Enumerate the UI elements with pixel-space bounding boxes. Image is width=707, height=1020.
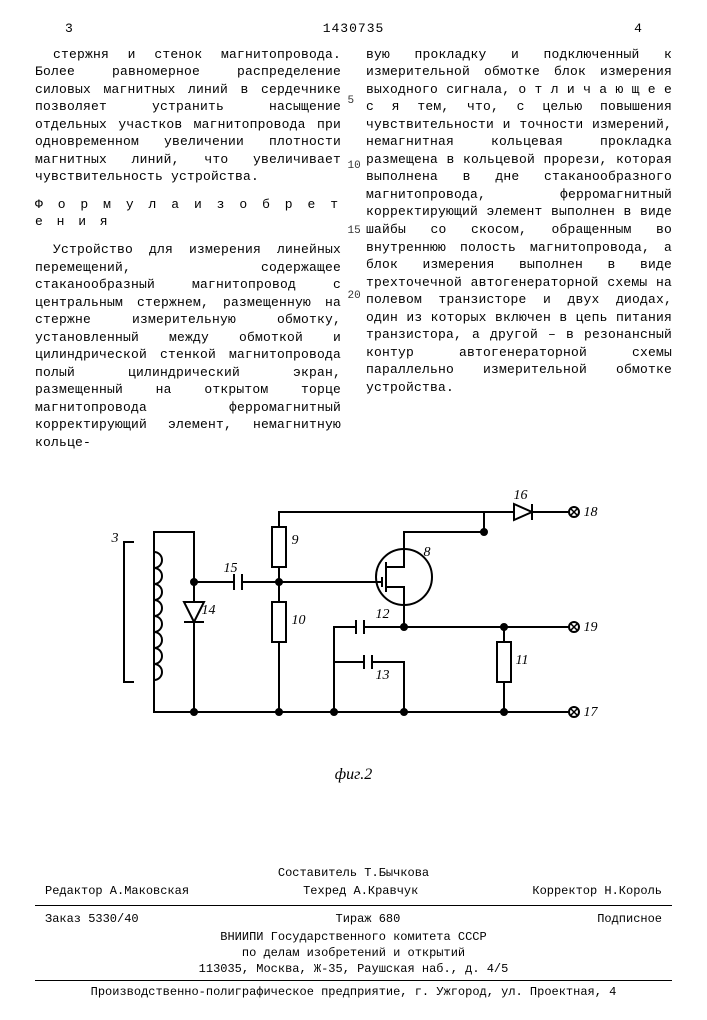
page-num-right: 4: [634, 20, 642, 38]
line-marker: 10: [348, 159, 361, 174]
text-columns: 5 10 15 20 стержня и стенок магнитопрово…: [35, 46, 672, 452]
header-numbers: 3 1430735 4: [35, 20, 672, 38]
credits-row: Редактор А.Маковская Техред А.Кравчук Ко…: [35, 881, 672, 901]
page-num-left: 3: [65, 20, 73, 38]
patent-page: 3 1430735 4 5 10 15 20 стержня и стенок …: [0, 0, 707, 1020]
printer-line: Производственно-полиграфическое предприя…: [35, 984, 672, 1000]
footer-block: Составитель Т.Бычкова Редактор А.Маковск…: [35, 865, 672, 1000]
component-label: 12: [376, 606, 390, 625]
circuit-diagram: 3 14 15 9 10 8 12 13 11 16 18 19 17: [104, 482, 604, 772]
tech-credit: Техред А.Кравчук: [303, 883, 418, 899]
component-label: 3: [112, 530, 119, 549]
org-line-1: ВНИИПИ Государственного комитета СССР: [35, 929, 672, 945]
terminal-label: 17: [584, 704, 598, 723]
divider: [35, 980, 672, 981]
line-marker: 15: [348, 224, 361, 239]
line-marker: 20: [348, 289, 361, 304]
component-label: 16: [514, 487, 528, 506]
tirazh: Тираж 680: [336, 911, 401, 927]
subscription: Подписное: [597, 911, 662, 927]
terminal-label: 19: [584, 619, 598, 638]
paragraph: вую прокладку и подключенный к измерител…: [366, 46, 672, 397]
formula-title: Ф о р м у л а и з о б р е т е н и я: [35, 196, 341, 231]
order-number: Заказ 5330/40: [45, 911, 139, 927]
component-label: 13: [376, 667, 390, 686]
paragraph: стержня и стенок магнитопровода. Более р…: [35, 46, 341, 186]
component-label: 10: [292, 612, 306, 631]
component-label: 15: [224, 560, 238, 579]
line-marker: 5: [348, 94, 355, 109]
editor-credit: Редактор А.Маковская: [45, 883, 189, 899]
component-label: 8: [424, 544, 431, 563]
corrector-credit: Корректор Н.Король: [532, 883, 662, 899]
right-column: вую прокладку и подключенный к измерител…: [366, 46, 672, 452]
divider: [35, 905, 672, 906]
left-column: стержня и стенок магнитопровода. Более р…: [35, 46, 341, 452]
component-label: 11: [516, 652, 529, 671]
component-label: 9: [292, 532, 299, 551]
order-row: Заказ 5330/40 Тираж 680 Подписное: [35, 909, 672, 929]
org-address: 113035, Москва, Ж-35, Раушская наб., д. …: [35, 961, 672, 977]
paragraph: Устройство для измерения линейных переме…: [35, 241, 341, 452]
component-label: 14: [202, 602, 216, 621]
org-line-2: по делам изобретений и открытий: [35, 945, 672, 961]
terminal-label: 18: [584, 504, 598, 523]
compiler-line: Составитель Т.Бычкова: [35, 865, 672, 881]
document-number: 1430735: [323, 20, 385, 38]
